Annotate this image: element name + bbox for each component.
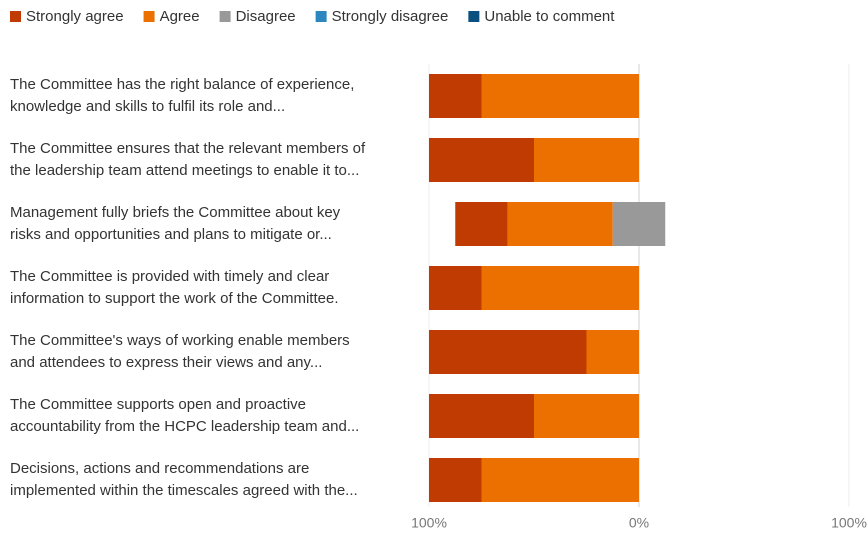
bar-segment xyxy=(481,458,639,502)
legend-label: Agree xyxy=(160,8,200,25)
legend-label: Strongly disagree xyxy=(332,8,449,25)
category-label: Decisions, actions and recommendations a… xyxy=(10,460,309,477)
legend-label: Disagree xyxy=(236,8,296,25)
category-label: The Committee ensures that the relevant … xyxy=(10,140,366,157)
bar-segment xyxy=(429,138,534,182)
bar-segment xyxy=(534,394,639,438)
category-label: The Committee supports open and proactiv… xyxy=(10,396,306,413)
category-label: and attendees to express their views and… xyxy=(10,354,322,371)
x-tick-label: 100% xyxy=(411,515,447,531)
legend-label: Strongly agree xyxy=(26,8,124,25)
bar-segment xyxy=(429,330,587,374)
category-label: The Committee has the right balance of e… xyxy=(10,76,354,93)
bar-segment xyxy=(429,458,482,502)
legend-swatch xyxy=(219,11,231,22)
bar-segment xyxy=(429,394,534,438)
legend-swatch xyxy=(315,11,327,22)
legend-swatch xyxy=(10,11,21,22)
category-label: information to support the work of the C… xyxy=(10,290,338,307)
bar-segment xyxy=(507,202,613,246)
bar-segment xyxy=(481,74,639,118)
category-label: accountability from the HCPC leadership … xyxy=(10,418,359,435)
legend-swatch xyxy=(143,11,155,22)
category-label: Management fully briefs the Committee ab… xyxy=(10,204,341,221)
bar-segment xyxy=(429,266,482,310)
category-label: the leadership team attend meetings to e… xyxy=(10,162,359,179)
bar-segment xyxy=(429,74,482,118)
bar-segment xyxy=(481,266,639,310)
category-label: implemented within the timescales agreed… xyxy=(10,482,358,499)
bar-segment xyxy=(586,330,639,374)
bar-segment xyxy=(534,138,639,182)
category-label: The Committee's ways of working enable m… xyxy=(10,332,350,349)
category-label: risks and opportunities and plans to mit… xyxy=(10,226,332,243)
legend-label: Unable to comment xyxy=(484,8,615,25)
bar-segment xyxy=(612,202,666,246)
bar-segment xyxy=(455,202,508,246)
x-tick-label: 0% xyxy=(629,515,649,531)
category-label: knowledge and skills to fulfil its role … xyxy=(10,98,285,115)
x-tick-label: 100% xyxy=(831,515,867,531)
category-label: The Committee is provided with timely an… xyxy=(10,268,329,285)
legend-swatch xyxy=(468,11,480,22)
